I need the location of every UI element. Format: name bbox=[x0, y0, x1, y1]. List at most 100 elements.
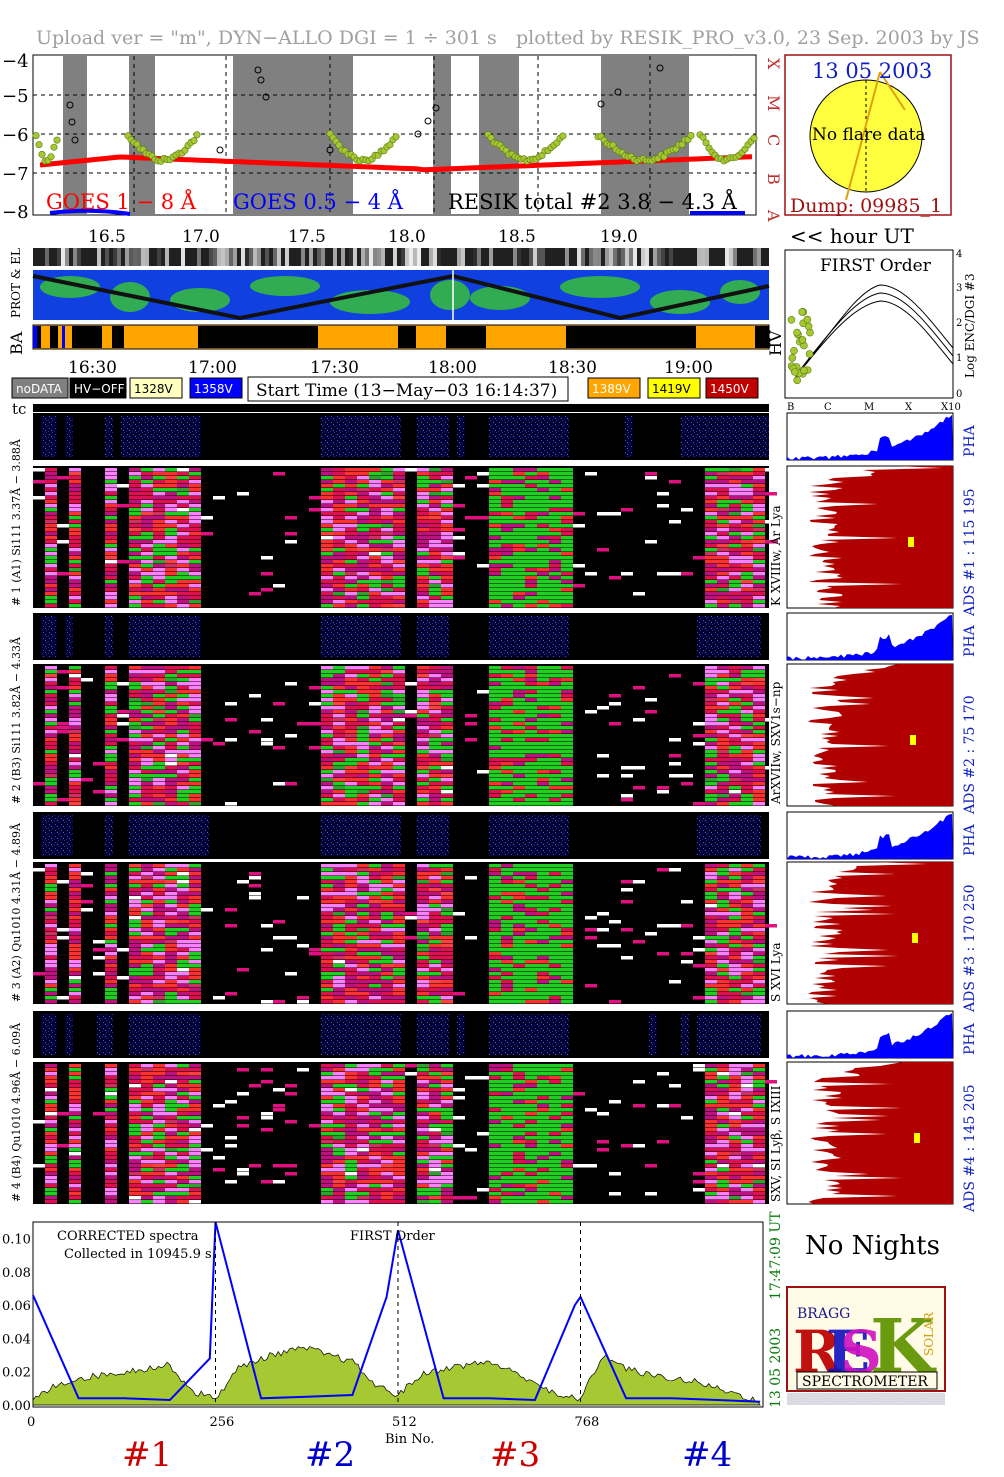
spectrum-cell bbox=[69, 734, 81, 738]
spectrum-cell bbox=[153, 892, 165, 896]
spectrum-cell bbox=[357, 766, 369, 770]
gray-strip-block bbox=[241, 248, 245, 266]
spectrum-cell bbox=[345, 536, 357, 540]
spectrum-cell bbox=[165, 1132, 177, 1136]
spectrum-cell bbox=[177, 798, 189, 802]
spectrum-cell bbox=[321, 742, 333, 746]
spectrum-cell bbox=[381, 678, 393, 682]
spectrum-cell bbox=[549, 992, 561, 996]
spectrum-cell bbox=[501, 600, 513, 604]
pha-cell bbox=[385, 416, 393, 457]
spectrum-cell bbox=[501, 468, 513, 472]
spectrum-cell bbox=[441, 508, 453, 512]
spectrum-cell bbox=[321, 698, 333, 702]
spectrum-cell bbox=[753, 1152, 765, 1156]
spectrum-cell bbox=[33, 972, 45, 976]
spectrum-cell bbox=[69, 604, 81, 608]
spectrum-cell bbox=[753, 504, 765, 508]
spectrum-cell bbox=[717, 892, 729, 896]
spectrum-cell bbox=[285, 1084, 297, 1088]
spectrum-cell bbox=[357, 782, 369, 786]
spectrum-cell bbox=[741, 742, 753, 746]
spectrum-cell bbox=[393, 968, 405, 972]
spectrum-cell bbox=[525, 1124, 537, 1128]
spectrum-cell bbox=[417, 1140, 429, 1144]
spectrum-cell bbox=[321, 584, 333, 588]
spectrum-cell bbox=[561, 794, 573, 798]
spectrum-cell bbox=[489, 948, 501, 952]
spectrum-cell bbox=[333, 900, 345, 904]
spectrum-cell bbox=[717, 1084, 729, 1088]
pha-cell bbox=[377, 1014, 385, 1055]
spectrum-cell bbox=[189, 928, 201, 932]
spectrum-cell bbox=[729, 588, 741, 592]
spectrum-cell bbox=[381, 1124, 393, 1128]
spectrum-cell bbox=[561, 884, 573, 888]
spectrum-cell bbox=[69, 548, 81, 552]
spectrum-cell bbox=[501, 928, 513, 932]
spectrum-cell bbox=[549, 896, 561, 900]
spectrum-cell bbox=[705, 1116, 717, 1120]
spectrum-cell bbox=[393, 940, 405, 944]
spectrum-cell bbox=[393, 580, 405, 584]
spectrum-cell bbox=[165, 904, 177, 908]
spectrum-cell bbox=[561, 976, 573, 980]
spectrum-cell bbox=[141, 754, 153, 758]
pha-cell bbox=[49, 616, 57, 657]
spectrum-cell bbox=[741, 520, 753, 524]
spectrum-cell bbox=[717, 746, 729, 750]
spectrum-cell bbox=[549, 484, 561, 488]
spectrum-cell bbox=[441, 1108, 453, 1112]
spectrum-cell bbox=[561, 472, 573, 476]
spectrum-cell bbox=[345, 1092, 357, 1096]
spectrum-cell bbox=[417, 872, 429, 876]
spectrum-cell bbox=[189, 548, 201, 552]
spectrum-cell bbox=[141, 1120, 153, 1124]
spectrum-cell bbox=[489, 896, 501, 900]
spectrum-cell bbox=[417, 782, 429, 786]
spectrum-cell bbox=[561, 928, 573, 932]
spectrum-cell bbox=[69, 948, 81, 952]
spectrum-cell bbox=[549, 584, 561, 588]
spectrum-cell bbox=[57, 540, 69, 544]
gray-strip-block bbox=[245, 248, 249, 266]
spectrum-cell bbox=[141, 504, 153, 508]
spectrum-cell bbox=[369, 504, 381, 508]
spectrum-cell bbox=[141, 480, 153, 484]
gray-strip-block bbox=[369, 248, 373, 266]
spectrum-cell bbox=[285, 1120, 297, 1124]
spectrum-cell bbox=[189, 734, 201, 738]
spectrum-cell bbox=[417, 944, 429, 948]
spectrum-cell bbox=[501, 762, 513, 766]
spectrum-cell bbox=[717, 1148, 729, 1152]
spectrum-cell bbox=[333, 1112, 345, 1116]
spectrum-cell bbox=[429, 694, 441, 698]
spectrum-cell bbox=[705, 1080, 717, 1084]
spectrum-cell bbox=[441, 900, 453, 904]
spectrum-cell bbox=[69, 992, 81, 996]
spectrum-cell bbox=[189, 678, 201, 682]
pha-cell bbox=[513, 1014, 521, 1055]
spectrum-cell bbox=[369, 872, 381, 876]
pha-cell bbox=[369, 416, 377, 457]
spectrum-cell bbox=[393, 1068, 405, 1072]
spectrum-cell bbox=[345, 596, 357, 600]
spectrum-cell bbox=[441, 1124, 453, 1128]
spectrum-cell bbox=[381, 572, 393, 576]
spectrum-cell bbox=[45, 1076, 57, 1080]
spectrum-cell bbox=[345, 580, 357, 584]
spectrum-cell bbox=[501, 556, 513, 560]
pha-cell bbox=[417, 1014, 425, 1055]
spectrum-cell bbox=[357, 504, 369, 508]
spectrum-cell bbox=[489, 746, 501, 750]
spectrum-cell bbox=[513, 1144, 525, 1148]
spectrum-cell bbox=[117, 504, 129, 508]
gray-strip-block bbox=[605, 248, 609, 266]
spectrum-cell bbox=[381, 694, 393, 698]
spectrum-cell bbox=[441, 896, 453, 900]
spectrum-cell bbox=[177, 596, 189, 600]
spectrum-cell bbox=[393, 758, 405, 762]
spectrum-cell bbox=[177, 1092, 189, 1096]
spectrum-cell bbox=[153, 1116, 165, 1120]
spectrum-cell bbox=[501, 540, 513, 544]
